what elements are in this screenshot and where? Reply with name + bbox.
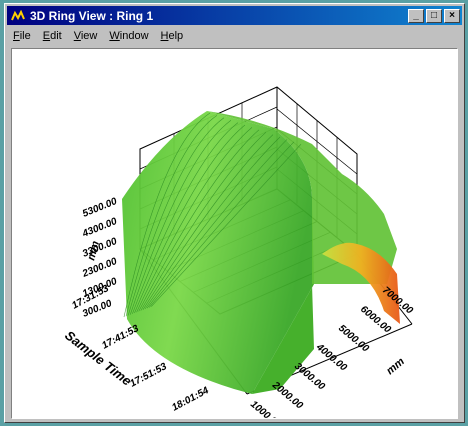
window-title: 3D Ring View : Ring 1 [30, 8, 154, 23]
ring-view-window: 3D Ring View : Ring 1 _ □ × File Edit Vi… [4, 3, 465, 423]
mm-tick-label: 1000.00 [248, 399, 283, 419]
menu-help[interactable]: Help [160, 30, 184, 42]
mm-axis-label: mm [384, 355, 407, 377]
title-bar[interactable]: 3D Ring View : Ring 1 _ □ × [7, 6, 462, 25]
mm-tick-label: 5000.00 [336, 323, 371, 355]
ring-3d-surface-plot[interactable]: 5300.004300.003300.002300.001300.00300.0… [12, 49, 458, 419]
menu-edit[interactable]: Edit [42, 30, 62, 42]
mm-tick-label: 3000.00 [292, 361, 327, 393]
menu-bar: File Edit View Window Help [7, 27, 462, 45]
surface-mesh-lines [123, 112, 302, 318]
z-axis-label: mm [85, 240, 102, 262]
mm-tick-label: 4000.00 [313, 341, 349, 374]
maximize-button[interactable]: □ [426, 8, 442, 23]
app-icon [10, 9, 26, 23]
time-tick-label: 18:01:54 [170, 385, 211, 414]
menu-view[interactable]: View [73, 30, 98, 42]
time-tick-label: 17:51:53 [128, 361, 169, 390]
menu-window[interactable]: Window [109, 30, 149, 42]
plot-area[interactable]: 5300.00 4300.00 3300.00 2300.00 1300.00 300.0… [11, 48, 458, 419]
time-tick-label: 17:41:53 [100, 323, 141, 352]
menu-file[interactable]: File [13, 30, 31, 42]
mm-tick-label: 2000.00 [269, 379, 305, 412]
ring-surface [122, 111, 400, 394]
minimize-button[interactable]: _ [408, 8, 424, 23]
close-button[interactable]: × [444, 8, 460, 23]
